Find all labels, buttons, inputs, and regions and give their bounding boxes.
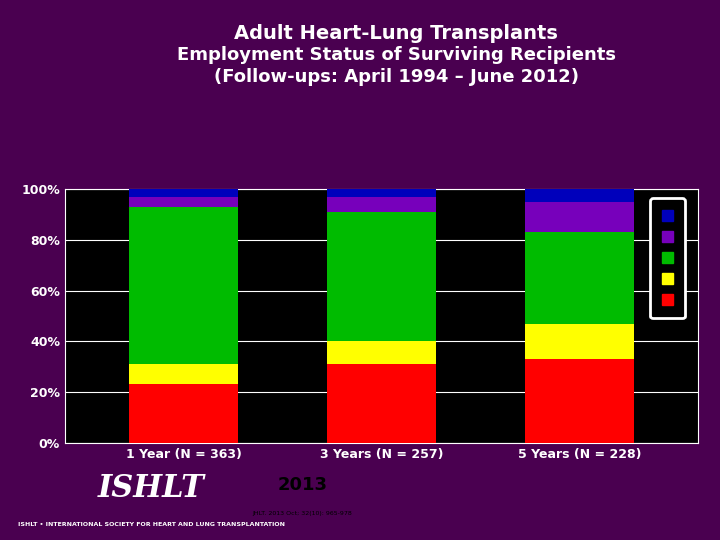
Text: ISHLT • INTERNATIONAL SOCIETY FOR HEART AND LUNG TRANSPLANTATION: ISHLT • INTERNATIONAL SOCIETY FOR HEART … xyxy=(18,522,284,528)
Bar xyxy=(327,212,436,341)
Text: Employment Status of Surviving Recipients: Employment Status of Surviving Recipient… xyxy=(176,46,616,64)
Text: (Follow-ups: April 1994 – June 2012): (Follow-ups: April 1994 – June 2012) xyxy=(214,68,578,85)
Bar xyxy=(525,189,634,201)
Text: 2013: 2013 xyxy=(277,476,328,494)
Bar xyxy=(129,364,238,384)
Bar xyxy=(525,359,634,443)
Bar xyxy=(327,189,436,197)
Text: Adult Heart-Lung Transplants: Adult Heart-Lung Transplants xyxy=(234,24,558,43)
Text: JHLT. 2013 Oct; 32(10): 965-978: JHLT. 2013 Oct; 32(10): 965-978 xyxy=(253,511,352,516)
Bar xyxy=(525,201,634,232)
Bar xyxy=(327,197,436,212)
Bar xyxy=(129,189,238,197)
Bar xyxy=(327,364,436,443)
Text: ISHLT: ISHLT xyxy=(98,472,204,504)
Bar xyxy=(525,323,634,359)
Bar xyxy=(129,384,238,443)
Bar xyxy=(129,207,238,364)
Legend: , , , , : , , , , xyxy=(650,199,685,319)
Bar xyxy=(327,341,436,364)
Bar xyxy=(129,197,238,207)
Bar xyxy=(525,232,634,323)
